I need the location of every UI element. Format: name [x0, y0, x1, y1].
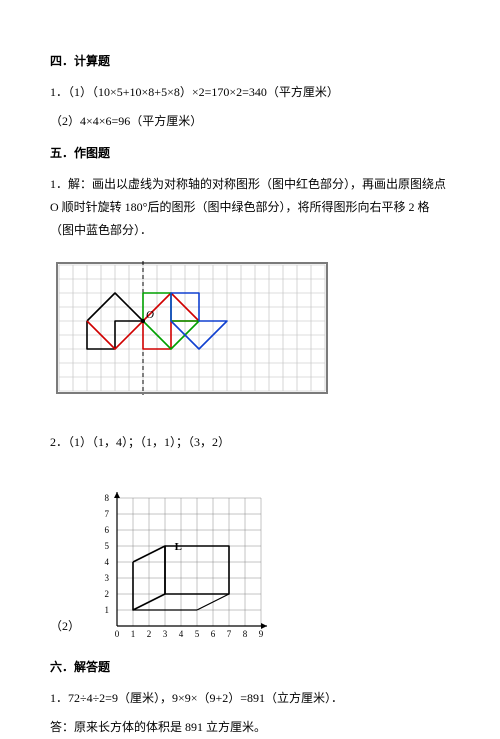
- svg-text:3: 3: [163, 629, 168, 638]
- grid-figure-2: 1 2 3 4 5 6 7 8 0 1 2 3 4 5 6 7 8 9 L: [87, 468, 287, 638]
- svg-text:9: 9: [259, 629, 264, 638]
- svg-text:7: 7: [227, 629, 232, 638]
- section6-heading: 六．解答题: [50, 656, 450, 679]
- s5-figure1: O: [50, 256, 450, 414]
- svg-text:5: 5: [105, 541, 110, 551]
- svg-text:4: 4: [179, 629, 184, 638]
- svg-text:6: 6: [211, 629, 216, 638]
- svg-text:O: O: [146, 309, 154, 321]
- svg-text:1: 1: [105, 605, 110, 615]
- s4-item1-line2: （2）4×4×6=96（平方厘米）: [50, 110, 450, 133]
- s5-item2-label: （2）: [50, 615, 80, 638]
- svg-text:1: 1: [131, 629, 136, 638]
- svg-text:L: L: [175, 541, 182, 553]
- svg-text:0: 0: [115, 629, 120, 638]
- svg-text:8: 8: [105, 493, 110, 503]
- s4-item1-line1: 1．（1）（10×5+10×8+5×8）×2=170×2=340（平方厘米）: [50, 81, 450, 104]
- s5-item1-text: 1．解：画出以虚线为对称轴的对称图形（图中红色部分），再画出原图绕点 O 顺时针…: [50, 173, 450, 241]
- s6-item1-line2: 答：原来长方体的体积是 891 立方厘米。: [50, 716, 450, 739]
- svg-text:4: 4: [105, 557, 110, 567]
- svg-text:2: 2: [147, 629, 152, 638]
- section4-heading: 四．计算题: [50, 50, 450, 73]
- s6-item1-line1: 1．72÷4÷2=9（厘米），9×9×（9+2）=891（立方厘米）．: [50, 687, 450, 710]
- svg-text:5: 5: [195, 629, 200, 638]
- s5-figure2: （2） 1 2 3 4 5 6 7 8 0 1 2 3 4 5 6 7 8 9 L: [50, 468, 450, 638]
- s5-item2-text: 2．（1）（1，4）；（1，1）；（3，2）: [50, 431, 450, 454]
- svg-text:2: 2: [105, 589, 110, 599]
- grid-figure-1: O: [50, 256, 330, 406]
- svg-text:7: 7: [105, 509, 110, 519]
- svg-text:6: 6: [105, 525, 110, 535]
- section5-heading: 五．作图题: [50, 142, 450, 165]
- svg-text:3: 3: [105, 573, 110, 583]
- svg-text:8: 8: [243, 629, 248, 638]
